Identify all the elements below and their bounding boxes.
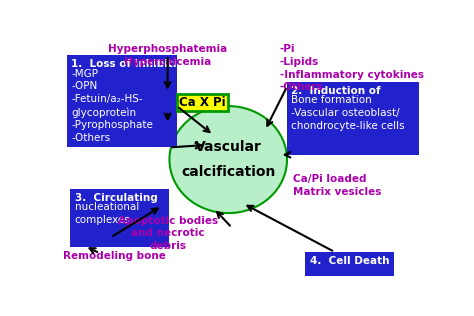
Text: Bone formation
-Vascular osteoblast/
chondrocyte-like cells: Bone formation -Vascular osteoblast/ cho… bbox=[292, 95, 405, 131]
Text: Apoptotic bodies
and necrotic
debris: Apoptotic bodies and necrotic debris bbox=[118, 216, 218, 251]
Text: 1.  Loss of inhibition: 1. Loss of inhibition bbox=[71, 59, 191, 69]
FancyBboxPatch shape bbox=[66, 55, 177, 147]
FancyBboxPatch shape bbox=[70, 189, 170, 247]
Text: 2.  Induction of: 2. Induction of bbox=[292, 86, 381, 96]
Text: Hyperphosphatemia
Hypercalcemia: Hyperphosphatemia Hypercalcemia bbox=[108, 44, 227, 67]
Text: -Pi
-Lipids
-Inflammatory cytokines
-Others: -Pi -Lipids -Inflammatory cytokines -Oth… bbox=[280, 44, 424, 92]
Text: Vascular
calcification: Vascular calcification bbox=[181, 140, 275, 179]
FancyBboxPatch shape bbox=[305, 252, 393, 276]
Ellipse shape bbox=[170, 106, 287, 213]
Text: 3.  Circulating: 3. Circulating bbox=[75, 193, 157, 203]
Text: nucleational
complexes: nucleational complexes bbox=[75, 203, 139, 225]
Text: -MGP
-OPN
-Fetuin/a₂-HS-
glycoproteìn
-Pyrophosphate
-Others: -MGP -OPN -Fetuin/a₂-HS- glycoproteìn -P… bbox=[71, 69, 153, 143]
Text: 4.  Cell Death: 4. Cell Death bbox=[310, 256, 389, 266]
FancyBboxPatch shape bbox=[177, 94, 228, 111]
FancyBboxPatch shape bbox=[287, 82, 419, 155]
Text: Remodeling bone: Remodeling bone bbox=[63, 251, 166, 261]
Text: Ca X Pi: Ca X Pi bbox=[179, 96, 226, 109]
Text: Ca/Pi loaded
Matrix vesicles: Ca/Pi loaded Matrix vesicles bbox=[292, 174, 381, 197]
